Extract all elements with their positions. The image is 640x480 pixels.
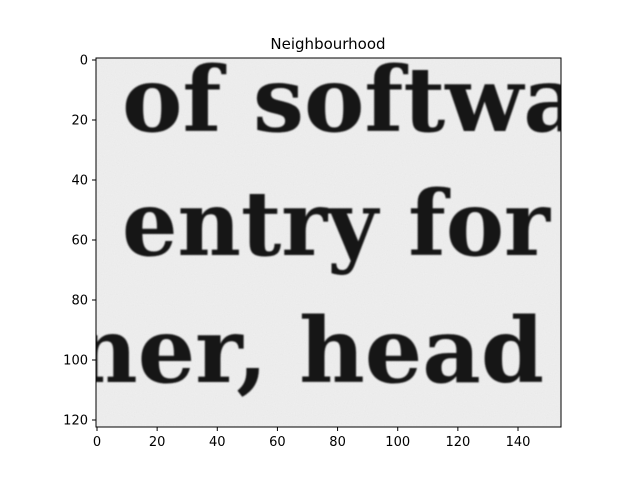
y-tick-label: 0 (80, 54, 88, 69)
x-tick-label: 100 (385, 435, 410, 450)
y-tick-label: 40 (71, 174, 88, 189)
image-text-line-1: of softwa (122, 47, 582, 153)
x-tick-label: 80 (329, 435, 346, 450)
y-tick-label: 80 (71, 294, 88, 309)
x-tick-label: 40 (209, 435, 226, 450)
image-region: of softwa entry for ner, head (72, 47, 582, 428)
x-axis: 0 20 40 60 80 100 120 140 (93, 427, 531, 450)
x-tick-label: 120 (445, 435, 470, 450)
x-tick-label: 0 (93, 435, 101, 450)
y-tick-label: 20 (71, 114, 88, 129)
axes-frame (95, 57, 562, 428)
x-tick-label: 140 (506, 435, 531, 450)
image-text-line-2: entry for (122, 171, 552, 277)
y-tick-label: 100 (63, 354, 88, 369)
x-tick-label: 60 (269, 435, 286, 450)
y-tick-label: 120 (63, 414, 88, 429)
scanned-image-background (96, 58, 561, 427)
x-tick-label: 20 (149, 435, 166, 450)
y-tick-label: 60 (71, 234, 88, 249)
y-axis: 0 20 40 60 80 100 120 (63, 54, 96, 429)
plot-title: Neighbourhood (270, 35, 385, 53)
image-text-line-3: ner, head (72, 298, 544, 404)
